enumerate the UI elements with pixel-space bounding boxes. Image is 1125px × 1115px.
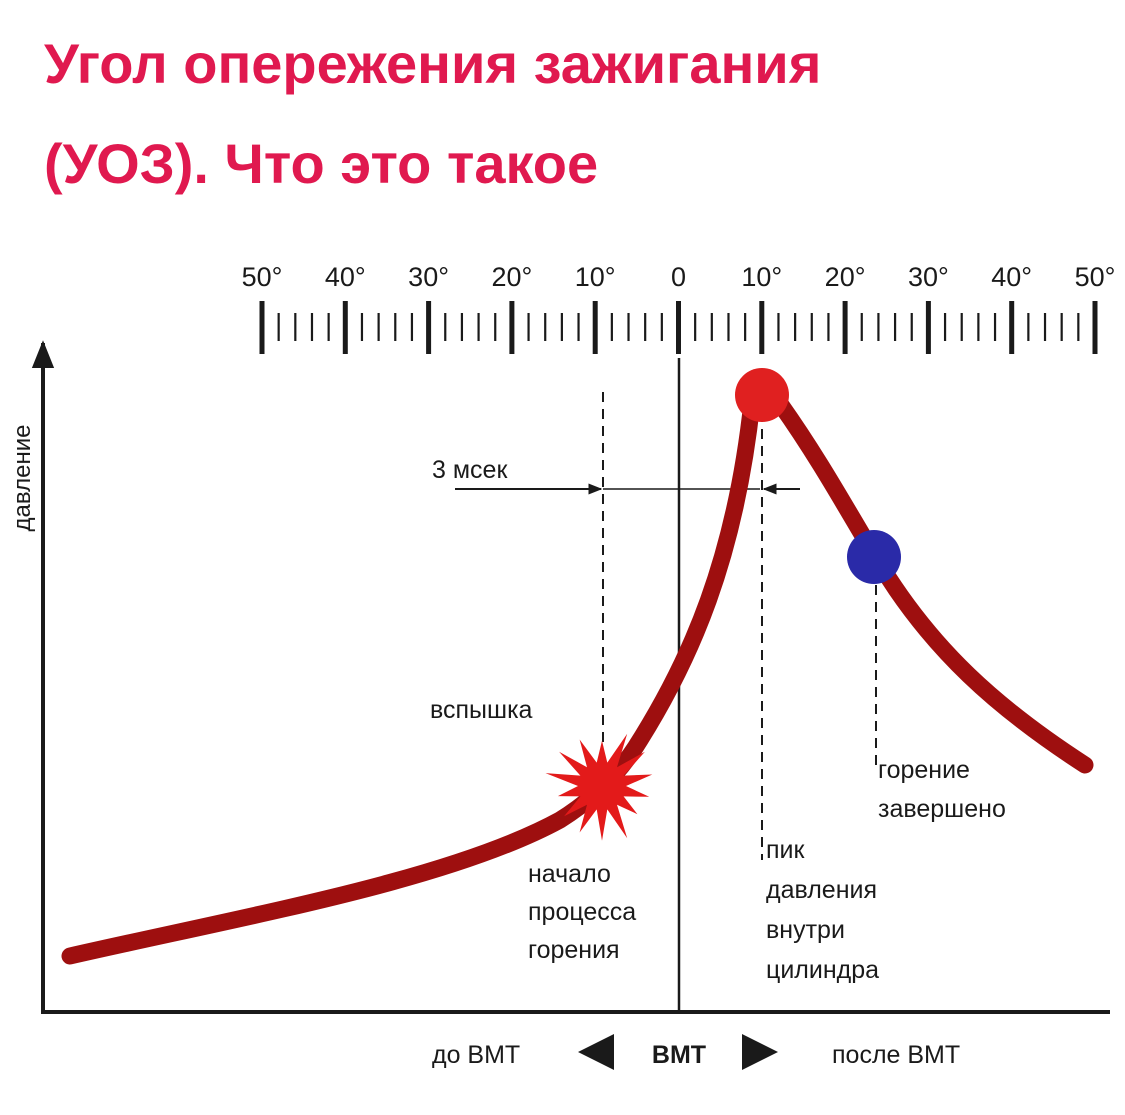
start-label-line-2: процесса (528, 898, 636, 926)
page-title-line-1: Угол опережения зажигания (44, 32, 822, 95)
arrow-left-icon (578, 1034, 614, 1070)
pressure-curve-rise (61, 393, 761, 965)
scale-label: 20° (491, 262, 532, 292)
interval-label: 3 мсек (432, 456, 508, 484)
scale-label: 30° (908, 262, 949, 292)
scale-label: 30° (408, 262, 449, 292)
scale-label: 50° (242, 262, 283, 292)
scale-label: 20° (825, 262, 866, 292)
after-tdc-label: после ВМТ (832, 1041, 960, 1069)
page-title-line-2: (УОЗ). Что это такое (44, 132, 599, 195)
degree-scale: 50° 40° 30° 20° 10° 0 10° 20° 30° 40° 50° (242, 262, 1116, 354)
flash-label: вспышка (430, 696, 533, 724)
scale-label: 10° (741, 262, 782, 292)
end-label-line-2: завершено (878, 795, 1006, 823)
pressure-curve-fall (772, 396, 1094, 774)
tdc-label: ВМТ (652, 1041, 706, 1069)
peak-label-line-2: давления (766, 876, 877, 904)
peak-label-line-4: цилиндра (766, 956, 879, 984)
scale-label: 40° (991, 262, 1032, 292)
peak-label-line-1: пик (766, 836, 806, 864)
scale-label: 50° (1075, 262, 1116, 292)
combustion-end-marker (847, 530, 901, 584)
start-label-line-1: начало (528, 860, 611, 888)
scale-ticks (259, 301, 1098, 354)
end-label-line-1: горение (878, 756, 970, 784)
scale-label: 0 (671, 262, 686, 292)
y-axis-label: давление (9, 425, 36, 532)
peak-label-line-3: внутри (766, 916, 845, 944)
scale-label: 10° (575, 262, 616, 292)
peak-pressure-marker (735, 368, 789, 422)
flash-icon (545, 733, 653, 841)
start-label-line-3: горения (528, 936, 620, 964)
scale-label: 40° (325, 262, 366, 292)
arrow-right-icon (742, 1034, 778, 1070)
scale-labels: 50° 40° 30° 20° 10° 0 10° 20° 30° 40° 50° (242, 262, 1116, 292)
before-tdc-label: до ВМТ (432, 1041, 520, 1069)
